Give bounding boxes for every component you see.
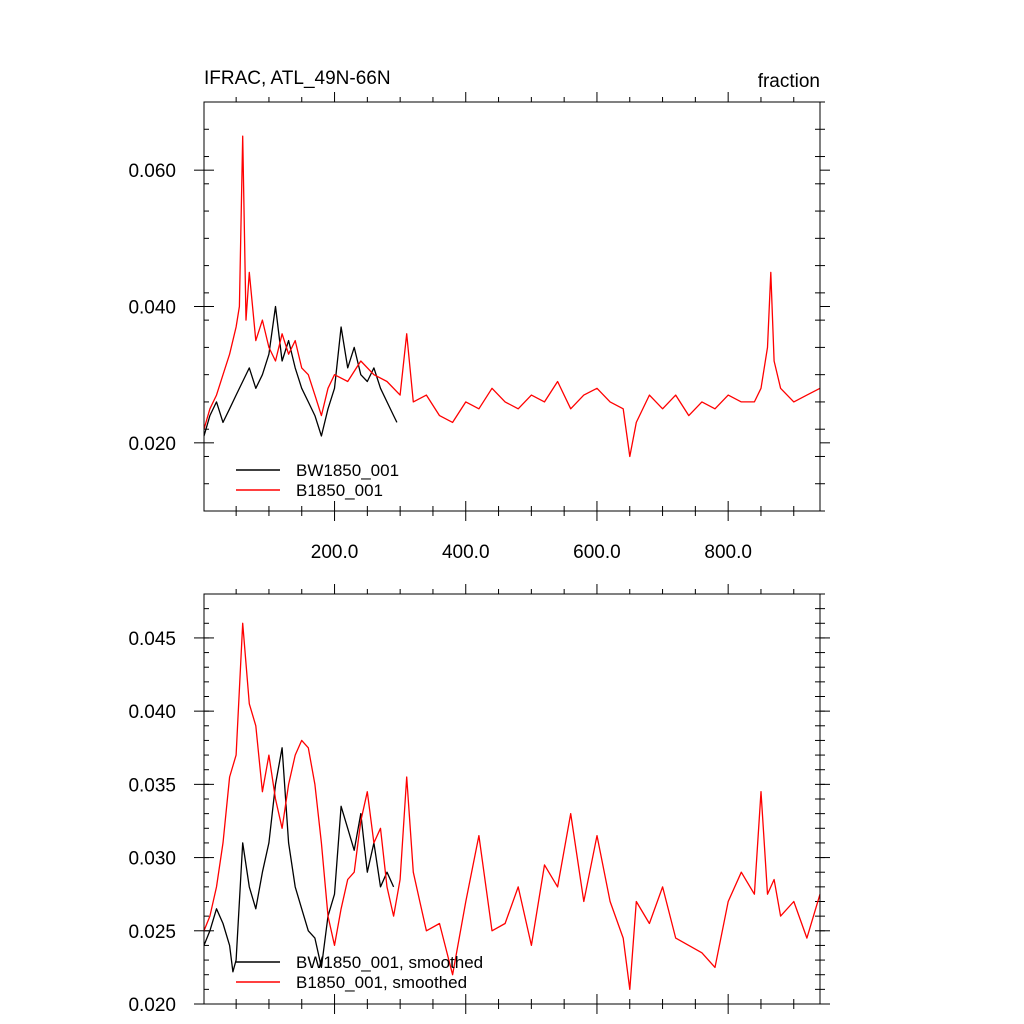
y-tick-label: 0.040 bbox=[128, 298, 176, 319]
x-tick-label: 800.0 bbox=[704, 542, 752, 563]
series-line-b1850-001 bbox=[203, 622, 821, 991]
y-tick-label: 0.040 bbox=[128, 702, 176, 723]
x-tick-label: 400.0 bbox=[442, 542, 490, 563]
x-tick-label: 600.0 bbox=[573, 542, 621, 563]
y-tick-label: 0.030 bbox=[128, 849, 176, 870]
y-tick-label: 0.060 bbox=[128, 161, 176, 182]
y-tick-label: 0.035 bbox=[128, 775, 176, 796]
top-panel: IFRAC, ATL_49N-66N fraction 0.0200.0400.… bbox=[128, 68, 830, 563]
bottom-panel-ticks: 0.020 0.025 0.030 0.035 0.040 0.045 bbox=[128, 584, 830, 1016]
legend-label: B1850_001, smoothed bbox=[296, 973, 467, 992]
y-tick-label: 0.025 bbox=[128, 922, 176, 943]
series-line-b1850-001 bbox=[203, 135, 821, 458]
top-panel-series bbox=[203, 135, 821, 458]
series-line-bw1850-001 bbox=[203, 305, 398, 437]
y-tick-label: 0.020 bbox=[128, 434, 176, 455]
bottom-panel: 0.020 0.025 0.030 0.035 0.040 0.045 BW1850_00… bbox=[128, 584, 830, 1016]
x-tick-label: 200.0 bbox=[311, 542, 359, 563]
top-panel-ticks: 0.020 0.040 0.060 200.0 400.0 600.0 800.0 bbox=[128, 92, 830, 563]
top-panel-title: IFRAC, ATL_49N-66N bbox=[204, 68, 391, 89]
y-tick-label: 0.045 bbox=[128, 629, 176, 650]
series-line-bw1850-001 bbox=[203, 747, 395, 973]
y-tick-label: 0.020 bbox=[128, 995, 176, 1016]
legend-label: BW1850_001, smoothed bbox=[296, 953, 483, 972]
legend-label: B1850_001 bbox=[296, 481, 383, 500]
top-panel-units: fraction bbox=[758, 71, 820, 92]
bottom-panel-frame bbox=[203, 593, 821, 1005]
bottom-panel-series bbox=[203, 622, 821, 991]
top-panel-frame bbox=[203, 101, 821, 512]
legend-label: BW1850_001 bbox=[296, 461, 399, 480]
